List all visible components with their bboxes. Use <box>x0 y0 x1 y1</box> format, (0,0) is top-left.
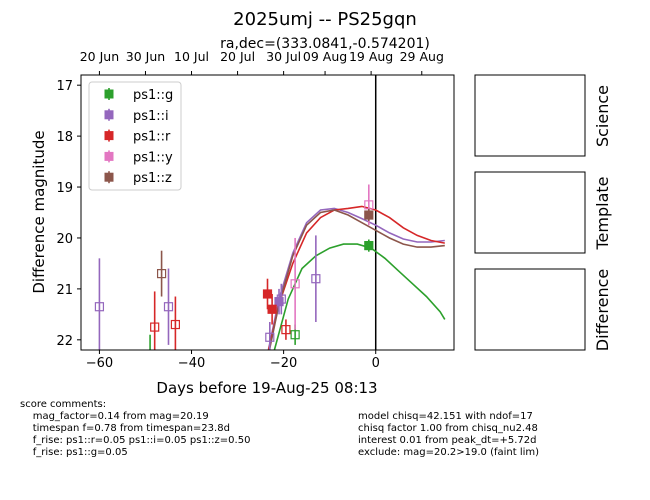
plot-frame <box>80 74 455 351</box>
legend-marker-ps1-y <box>104 151 114 161</box>
data-point-ps1-i <box>163 302 174 312</box>
data-point-ps1-g <box>364 241 374 251</box>
chart-title: 2025umj -- PS25gqn <box>233 9 417 30</box>
chart-subtitle: ra,dec=(333.0841,-0.574201) <box>220 36 430 52</box>
legend-label-ps1-i: ps1::i <box>133 109 169 124</box>
legend-label-ps1-y: ps1::y <box>133 150 173 165</box>
y-tick-label: 17 <box>56 79 73 94</box>
top-tick-label: 09 Aug <box>303 49 347 64</box>
x-tick-label: −20 <box>270 356 297 371</box>
panel-label-template: Template <box>593 176 612 250</box>
legend-box <box>88 81 182 191</box>
model-curve-ps1-g <box>273 243 446 350</box>
x-axis-label: Days before 19-Aug-25 08:13 <box>156 379 377 397</box>
top-tick-label: 30 Jul <box>266 49 301 64</box>
legend-marker-ps1-r <box>104 131 114 141</box>
panel-science <box>474 74 586 157</box>
panel-difference <box>474 268 586 351</box>
data-point-ps1-y <box>364 200 374 210</box>
panel-template <box>474 171 586 254</box>
data-point-ps1-r <box>150 322 160 332</box>
model-comments: model chisq=42.151 with ndof=17 chisq fa… <box>358 411 540 458</box>
data-point-ps1-r <box>281 325 291 335</box>
x-tick-label: −60 <box>86 356 113 371</box>
legend-marker-ps1-i <box>104 110 114 120</box>
side-panels: Science Template Difference <box>474 74 612 351</box>
model-curve-ps1-r <box>267 205 445 350</box>
data-point-ps1-z <box>364 210 374 220</box>
y-tick-label: 22 <box>56 334 73 349</box>
model-curve-ps1-i <box>267 207 445 350</box>
data-point-ps1-r <box>267 304 277 314</box>
panel-label-difference: Difference <box>593 269 612 351</box>
data-point-ps1-y <box>290 279 300 289</box>
data-point-ps1-g <box>146 351 154 359</box>
top-tick-label: 30 Jun <box>126 49 165 64</box>
plot-contents <box>94 75 446 359</box>
data-point-ps1-i <box>265 332 275 342</box>
y-axis-label: Difference magnitude <box>30 130 48 293</box>
top-tick-label: 29 Aug <box>400 49 444 64</box>
x-tick-label: 0 <box>372 356 380 371</box>
data-point-ps1-i <box>274 297 284 307</box>
legend-marker-ps1-g <box>104 89 114 99</box>
data-point-ps1-i <box>94 302 105 312</box>
data-point-ps1-r <box>170 319 181 330</box>
y-tick-label: 20 <box>56 232 73 247</box>
y-tick-label: 18 <box>56 130 73 145</box>
plot-area <box>94 75 446 359</box>
score-comments: score comments: mag_factor=0.14 from mag… <box>20 399 251 458</box>
panel-label-science: Science <box>593 85 612 147</box>
top-tick-label: 10 Jul <box>174 49 209 64</box>
top-tick-label: 19 Aug <box>349 49 393 64</box>
x-tick-label: −40 <box>178 356 205 371</box>
y-tick-label: 19 <box>56 181 73 196</box>
top-tick-label: 20 Jun <box>80 49 119 64</box>
legend-label-ps1-r: ps1::r <box>133 130 171 145</box>
legend-label-ps1-g: ps1::g <box>133 88 173 103</box>
data-point-ps1-i <box>311 274 321 284</box>
legend-marker-ps1-z <box>104 172 114 182</box>
top-tick-label: 20 Jul <box>220 49 255 64</box>
y-tick-label: 21 <box>56 283 73 298</box>
data-point-ps1-z <box>156 269 167 279</box>
legend-label-ps1-z: ps1::z <box>133 171 172 186</box>
data-point-ps1-g <box>290 330 300 340</box>
data-point-ps1-r <box>262 289 273 299</box>
